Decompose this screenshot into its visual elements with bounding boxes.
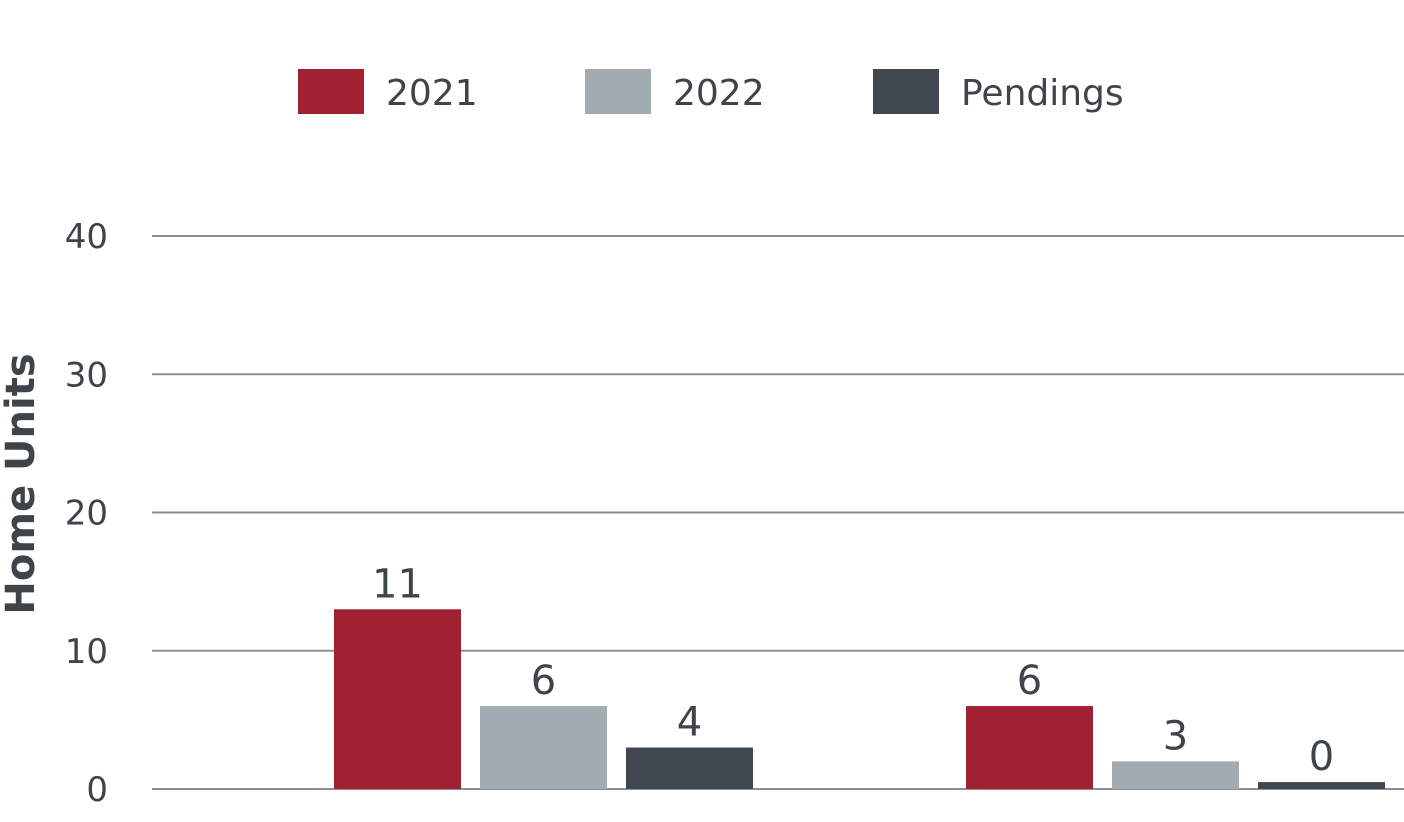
data-label-2021-group-1: 11	[372, 561, 423, 607]
legend-label-2022: 2022	[673, 73, 765, 114]
y-tick-label-40: 40	[65, 217, 108, 257]
y-tick-label-30: 30	[65, 355, 108, 395]
bar-2021-group-2	[966, 706, 1093, 789]
bar-2021-group-1	[334, 609, 461, 789]
legend: 2021 2022 Pendings	[298, 69, 1124, 114]
data-labels: 11 6 6 3 4 0	[372, 561, 1334, 780]
data-label-2021-group-2: 6	[1017, 658, 1042, 704]
data-label-2022-group-2: 3	[1163, 713, 1188, 759]
bars	[334, 609, 1385, 789]
y-axis-title: Home Units	[0, 353, 44, 614]
data-label-pendings-group-2: 0	[1309, 734, 1334, 780]
y-tick-label-20: 20	[65, 494, 108, 534]
legend-swatch-2022	[585, 69, 651, 114]
y-tick-label-0: 0	[86, 770, 108, 810]
y-tick-label-10: 10	[65, 632, 108, 672]
y-axis-ticks: 0 10 20 30 40	[65, 217, 108, 810]
bar-2022-group-2	[1112, 761, 1239, 789]
bar-pendings-group-2	[1258, 782, 1385, 789]
legend-label-2021: 2021	[386, 73, 478, 114]
bar-2022-group-1	[480, 706, 607, 789]
legend-swatch-2021	[298, 69, 364, 114]
legend-label-pendings: Pendings	[961, 73, 1124, 114]
bar-pendings-group-1	[626, 747, 753, 789]
data-label-2022-group-1: 6	[531, 658, 556, 704]
data-label-pendings-group-1: 4	[677, 700, 702, 746]
legend-swatch-pendings	[873, 69, 939, 114]
